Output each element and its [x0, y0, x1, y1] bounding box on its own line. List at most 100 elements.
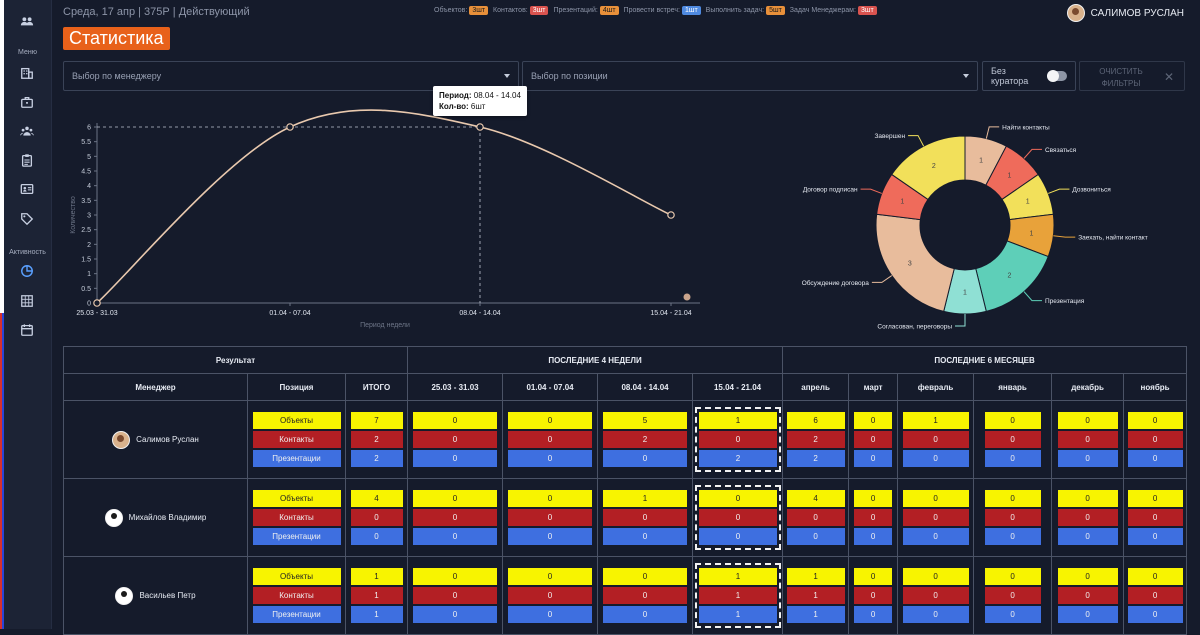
column-header[interactable]: 15.04 - 21.04 — [692, 373, 784, 401]
value-cell: 5 2 0 — [597, 400, 694, 479]
value-badge: 0 — [603, 509, 688, 526]
avatar — [115, 586, 134, 605]
value-badge: 0 — [1057, 450, 1118, 467]
value-badge: 0 — [984, 606, 1041, 623]
tooltip-period-label: Период: — [439, 91, 472, 100]
column-header[interactable]: март — [848, 373, 899, 401]
position-label: Презентации — [252, 606, 341, 623]
series-line — [96, 109, 672, 304]
value-badge: 0 — [786, 528, 845, 545]
value-badge: 0 — [854, 490, 893, 507]
column-header[interactable]: 01.04 - 07.04 — [502, 373, 599, 401]
team-icon[interactable] — [20, 124, 34, 138]
value-badge: 0 — [413, 412, 498, 429]
tag-icon[interactable] — [20, 212, 34, 226]
slice-label: Дозвониться — [1072, 187, 1111, 194]
data-point[interactable] — [93, 299, 101, 307]
value-badge: 0 — [603, 450, 688, 467]
value-badge: 0 — [984, 490, 1041, 507]
stat-item: Провести встреч: 1шт — [624, 6, 701, 15]
value-cell: 6 2 2 — [782, 400, 850, 479]
chart-pie-icon[interactable] — [20, 264, 34, 278]
y-tick-label: 2.5 — [81, 227, 91, 234]
grid-icon[interactable] — [20, 294, 34, 308]
value-cell: 4 0 0 — [344, 478, 409, 557]
column-header[interactable]: Менеджер — [63, 373, 248, 401]
data-point[interactable] — [286, 123, 294, 131]
position-cell: Объекты Контакты Презентации — [247, 556, 346, 635]
position-cell: Объекты Контакты Презентации — [247, 478, 346, 557]
tooltip-period-value: 08.04 - 14.04 — [473, 91, 521, 100]
slice-value-label: 1 — [1026, 199, 1030, 206]
pie-slice[interactable] — [875, 213, 955, 313]
no-curator-toggle[interactable] — [1046, 70, 1067, 82]
slice-leader-line — [985, 126, 1000, 139]
slice-value-label: 1 — [963, 290, 967, 297]
table-row: Салимов Руслан Объекты Контакты Презентации… — [63, 400, 1188, 479]
value-badge: 4 — [786, 490, 845, 507]
slice-leader-line — [1023, 291, 1042, 302]
column-header[interactable]: ноябрь — [1123, 373, 1188, 401]
value-badge: 0 — [854, 450, 893, 467]
value-badge: 0 — [854, 509, 893, 526]
slice-label: Презентация — [1045, 298, 1085, 305]
value-badge: 0 — [854, 568, 893, 585]
value-cell: 1 0 2 — [692, 400, 784, 479]
y-tick-label: 3.5 — [81, 198, 91, 205]
value-cell: 0 0 0 — [502, 556, 599, 635]
value-badge: 1 — [699, 587, 778, 604]
y-tick-label: 1 — [87, 271, 91, 278]
column-header[interactable]: ИТОГО — [344, 373, 409, 401]
column-header[interactable]: 25.03 - 31.03 — [407, 373, 504, 401]
close-icon[interactable]: ✕ — [1163, 70, 1174, 84]
x-axis-title: Период недели — [360, 322, 410, 329]
user-menu[interactable]: САЛИМОВ РУСЛАН — [1066, 4, 1184, 22]
legend-marker — [683, 293, 691, 301]
column-header[interactable]: февраль — [897, 373, 975, 401]
column-header[interactable]: Позиция — [247, 373, 346, 401]
column-header[interactable]: январь — [973, 373, 1053, 401]
calendar-icon[interactable] — [20, 323, 34, 337]
building-icon[interactable] — [20, 66, 34, 80]
group-header-months: ПОСЛЕДНИЕ 6 МЕСЯЦЕВ — [782, 346, 1188, 374]
value-cell: 0 0 0 — [973, 556, 1053, 635]
chevron-down-icon — [963, 74, 969, 78]
value-cell: 0 0 0 — [848, 400, 899, 479]
table-row: Васильев Петр Объекты Контакты Презентации 1… — [63, 556, 1188, 635]
manager-name[interactable]: Салимов Руслан — [136, 435, 199, 444]
manager-name[interactable]: Михайлов Владимир — [128, 513, 207, 522]
clear-filters-button[interactable]: ОЧИСТИТЬ ФИЛЬТРЫ ✕ — [1079, 61, 1185, 91]
pie-slice[interactable] — [891, 135, 966, 201]
slice-leader-line — [860, 188, 882, 194]
users-icon[interactable] — [20, 14, 34, 28]
data-point[interactable] — [667, 211, 675, 219]
position-select[interactable]: Выбор по позиции — [522, 61, 978, 91]
data-point[interactable] — [476, 123, 484, 131]
stat-badge: 4шт — [599, 6, 619, 15]
position-label: Контакты — [252, 509, 341, 526]
value-cell: 0 0 0 — [407, 400, 504, 479]
activity-section-label: Активность — [9, 249, 46, 256]
column-header[interactable]: 08.04 - 14.04 — [597, 373, 694, 401]
value-cell: 0 0 0 — [692, 478, 784, 557]
slice-value-label: 2 — [1007, 273, 1011, 280]
clipboard-icon[interactable] — [20, 153, 34, 167]
manager-name[interactable]: Васильев Петр — [139, 591, 196, 600]
value-badge: 0 — [603, 606, 688, 623]
column-header[interactable]: декабрь — [1051, 373, 1125, 401]
x-tick-label: 15.04 - 21.04 — [650, 310, 691, 317]
column-header[interactable]: апрель — [782, 373, 850, 401]
slice-leader-line — [955, 314, 966, 327]
value-badge: 0 — [984, 450, 1041, 467]
value-badge: 0 — [413, 490, 498, 507]
id-card-icon[interactable] — [20, 182, 34, 196]
slice-value-label: 1 — [900, 199, 904, 206]
value-cell: 0 0 0 — [597, 556, 694, 635]
stat-badge: 3шт — [469, 6, 489, 15]
sidebar: Меню Активность — [4, 0, 52, 629]
value-badge: 0 — [350, 509, 403, 526]
value-badge: 0 — [508, 431, 593, 448]
slice-label: Обсуждение договора — [802, 279, 870, 287]
briefcase-icon[interactable] — [20, 95, 34, 109]
value-badge: 0 — [413, 606, 498, 623]
